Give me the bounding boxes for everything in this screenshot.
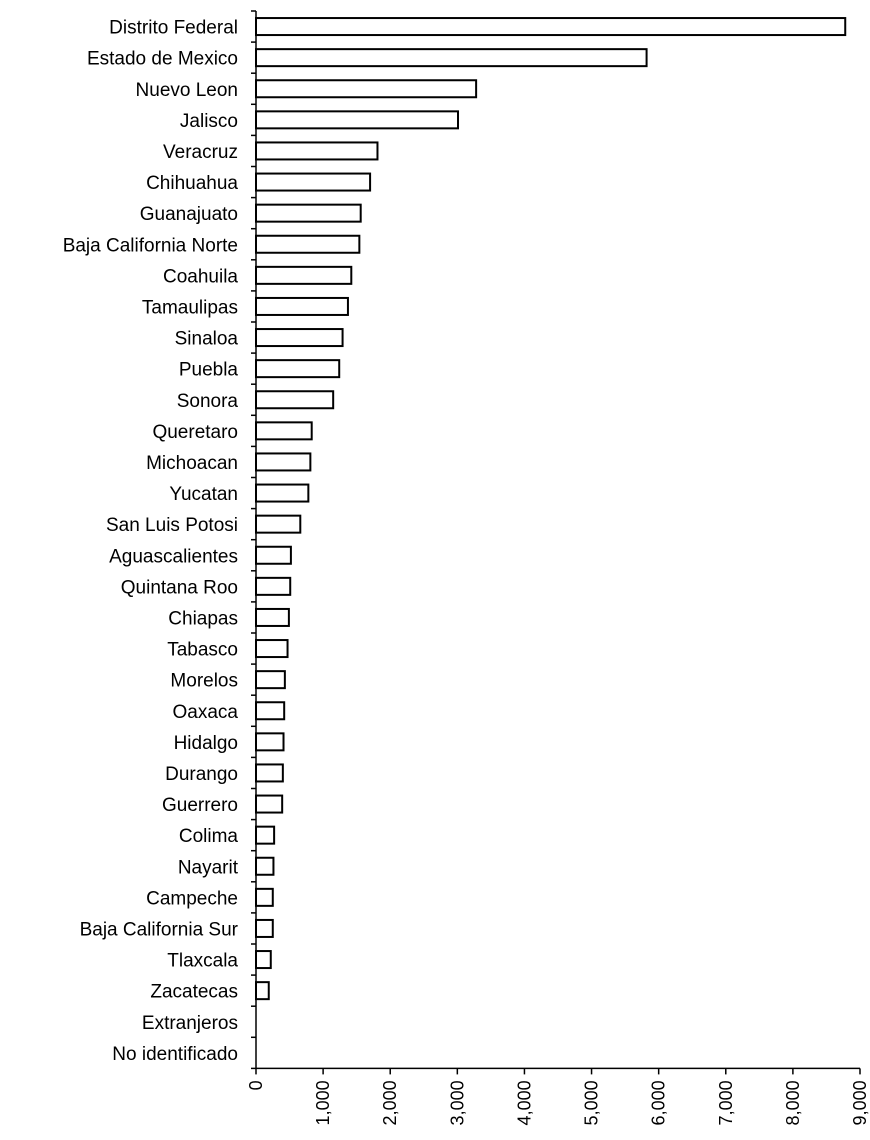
bar-0 <box>255 17 847 37</box>
category-label: Campeche <box>146 888 238 909</box>
category-label: Michoacan <box>146 453 238 474</box>
bar-4 <box>255 141 379 161</box>
category-label: Guanajuato <box>140 204 238 225</box>
bar-10 <box>255 328 344 348</box>
category-label: Aguascalientes <box>109 546 238 567</box>
tick-labels: 0 1,000 2,000 3,000 4,000 5,000 6,000 7,000 8,00… <box>246 1080 870 1125</box>
bar-18 <box>255 576 292 596</box>
bar-25 <box>255 794 284 814</box>
category-label: Colima <box>179 826 239 847</box>
bar-2 <box>255 79 478 99</box>
x-tick-label: 9,000 <box>850 1080 870 1125</box>
bar-21 <box>255 670 286 690</box>
category-label: San Luis Potosi <box>106 515 238 536</box>
category-label: Baja California Norte <box>63 235 238 256</box>
category-label: Nuevo Leon <box>136 80 238 101</box>
axes-group <box>251 10 861 1075</box>
category-label: Sinaloa <box>175 329 239 350</box>
category-label: Yucatan <box>169 484 238 505</box>
bar-24 <box>255 763 284 783</box>
bar-26 <box>255 825 276 845</box>
bars-group <box>255 17 847 1001</box>
category-label: Durango <box>165 764 238 785</box>
category-label: Tamaulipas <box>142 297 238 318</box>
category-label: Baja California Sur <box>80 919 239 940</box>
x-tick-label: 3,000 <box>447 1080 467 1125</box>
bar-14 <box>255 452 312 472</box>
bar-23 <box>255 732 285 752</box>
bar-12 <box>255 390 335 410</box>
bar-19 <box>255 607 290 627</box>
category-label: Coahuila <box>163 266 238 287</box>
bar-8 <box>255 265 353 285</box>
bar-27 <box>255 856 275 876</box>
bar-9 <box>255 296 349 316</box>
category-label: Extranjeros <box>142 1013 238 1034</box>
category-label: Hidalgo <box>174 733 238 754</box>
category-label: Queretaro <box>152 422 238 443</box>
x-tick-label: 8,000 <box>783 1080 803 1125</box>
x-tick-label: 4,000 <box>514 1080 534 1125</box>
bar-31 <box>255 981 270 1001</box>
bar-13 <box>255 421 313 441</box>
category-label: Jalisco <box>180 111 238 132</box>
category-label: Veracruz <box>163 142 238 163</box>
category-label: Chiapas <box>168 608 238 629</box>
category-label: Nayarit <box>178 857 239 878</box>
category-label: Distrito Federal <box>109 18 238 39</box>
category-label: Morelos <box>170 671 238 692</box>
bar-28 <box>255 887 274 907</box>
category-label: No identificado <box>112 1044 238 1065</box>
bar-5 <box>255 172 372 192</box>
x-tick-label: 0 <box>246 1080 266 1090</box>
x-tick-label: 5,000 <box>582 1080 602 1125</box>
bar-7 <box>255 234 361 254</box>
category-label: Guerrero <box>162 795 238 816</box>
x-tick-label: 7,000 <box>716 1080 736 1125</box>
category-label: Oaxaca <box>173 702 239 723</box>
category-label: Chihuahua <box>146 173 238 194</box>
bar-20 <box>255 639 289 659</box>
bar-11 <box>255 359 341 379</box>
bar-3 <box>255 110 460 130</box>
category-label: Quintana Roo <box>121 577 238 598</box>
x-tick-label: 1,000 <box>313 1080 333 1125</box>
category-label: Tabasco <box>167 640 238 661</box>
category-label: Estado de Mexico <box>87 49 238 70</box>
bar-30 <box>255 950 272 970</box>
bar-29 <box>255 918 274 938</box>
category-labels: Distrito Federal Estado de Mexico Nuevo Le… <box>63 18 239 1065</box>
bar-15 <box>255 483 310 503</box>
x-tick-label: 2,000 <box>380 1080 400 1125</box>
bar-6 <box>255 203 362 223</box>
category-label: Sonora <box>177 391 239 412</box>
bar-1 <box>255 48 648 68</box>
x-tick-label: 6,000 <box>649 1080 669 1125</box>
category-label: Puebla <box>179 360 239 381</box>
bar-16 <box>255 514 302 534</box>
bar-22 <box>255 701 286 721</box>
bar-17 <box>255 545 292 565</box>
category-label: Tlaxcala <box>167 951 238 972</box>
category-label: Zacatecas <box>150 982 238 1003</box>
